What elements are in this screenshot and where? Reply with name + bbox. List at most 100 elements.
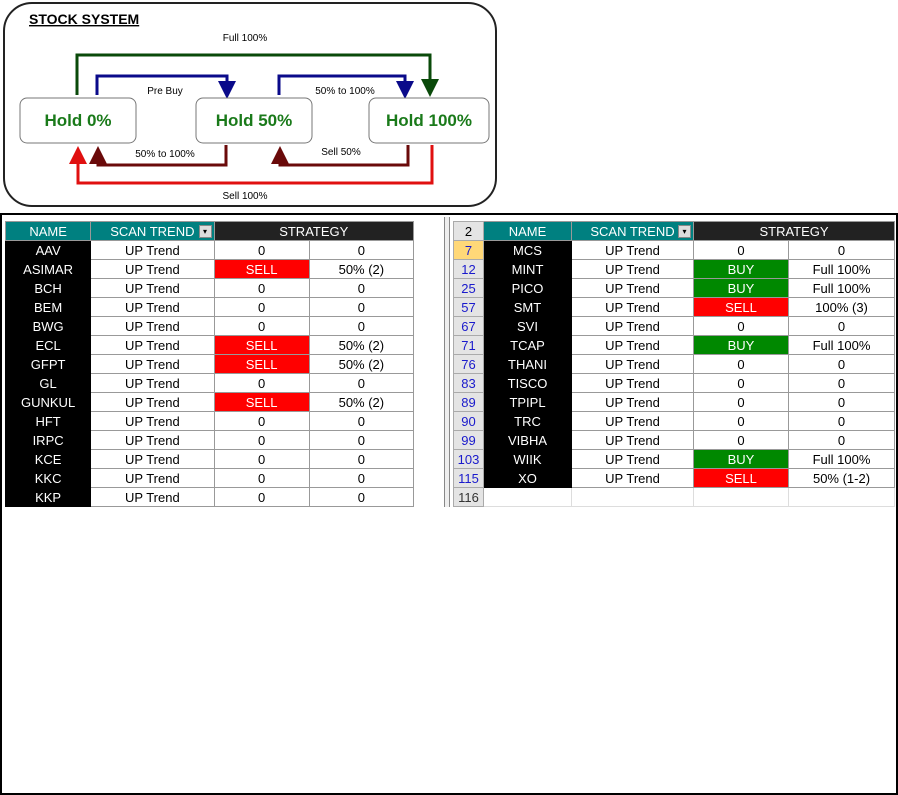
header-name[interactable]: NAME: [483, 221, 572, 241]
strategy-detail-cell[interactable]: 0: [787, 392, 896, 412]
scan-trend-cell[interactable]: UP Trend: [571, 392, 694, 412]
strategy-signal-cell[interactable]: SELL: [213, 354, 310, 374]
stock-name-cell[interactable]: GFPT: [4, 354, 92, 374]
scan-trend-cell[interactable]: UP Trend: [571, 373, 694, 393]
strategy-detail-cell[interactable]: 0: [787, 373, 896, 393]
strategy-detail-cell[interactable]: 0: [787, 354, 896, 374]
empty-cell[interactable]: [787, 487, 896, 507]
strategy-signal-cell[interactable]: 0: [693, 411, 789, 431]
stock-name-cell[interactable]: TISCO: [483, 373, 572, 393]
strategy-detail-cell[interactable]: 0: [787, 411, 896, 431]
strategy-signal-cell[interactable]: 0: [693, 354, 789, 374]
strategy-signal-cell[interactable]: 0: [213, 278, 310, 298]
strategy-signal-cell[interactable]: 0: [213, 411, 310, 431]
stock-name-cell[interactable]: TPIPL: [483, 392, 572, 412]
stock-name-cell[interactable]: GL: [4, 373, 92, 393]
stock-name-cell[interactable]: MINT: [483, 259, 572, 279]
scan-trend-cell[interactable]: UP Trend: [571, 259, 694, 279]
scan-trend-cell[interactable]: UP Trend: [571, 297, 694, 317]
row-number[interactable]: 71: [453, 335, 484, 355]
scan-trend-cell[interactable]: UP Trend: [90, 259, 215, 279]
scan-trend-cell[interactable]: UP Trend: [571, 335, 694, 355]
strategy-signal-cell[interactable]: 0: [213, 487, 310, 507]
strategy-signal-cell[interactable]: BUY: [693, 278, 789, 298]
header-scan-trend[interactable]: SCAN TREND ▾: [571, 221, 694, 241]
strategy-detail-cell[interactable]: Full 100%: [787, 335, 896, 355]
row-number[interactable]: 116: [453, 487, 484, 507]
row-number[interactable]: 12: [453, 259, 484, 279]
stock-name-cell[interactable]: VIBHA: [483, 430, 572, 450]
scan-trend-cell[interactable]: UP Trend: [90, 278, 215, 298]
stock-name-cell[interactable]: XO: [483, 468, 572, 488]
strategy-signal-cell[interactable]: SELL: [693, 468, 789, 488]
strategy-detail-cell[interactable]: 0: [308, 411, 415, 431]
stock-name-cell[interactable]: HFT: [4, 411, 92, 431]
scan-trend-cell[interactable]: UP Trend: [571, 316, 694, 336]
strategy-detail-cell[interactable]: 0: [787, 240, 896, 260]
scan-trend-cell[interactable]: UP Trend: [571, 449, 694, 469]
scan-trend-cell[interactable]: UP Trend: [571, 278, 694, 298]
row-number[interactable]: 25: [453, 278, 484, 298]
strategy-detail-cell[interactable]: 0: [787, 316, 896, 336]
scan-trend-cell[interactable]: UP Trend: [90, 354, 215, 374]
filter-dropdown-icon[interactable]: ▾: [198, 225, 212, 238]
stock-name-cell[interactable]: BCH: [4, 278, 92, 298]
strategy-signal-cell[interactable]: SELL: [693, 297, 789, 317]
strategy-detail-cell[interactable]: Full 100%: [787, 259, 896, 279]
strategy-signal-cell[interactable]: SELL: [213, 392, 310, 412]
strategy-detail-cell[interactable]: Full 100%: [787, 278, 896, 298]
row-number[interactable]: 90: [453, 411, 484, 431]
filter-dropdown-icon[interactable]: ▾: [678, 225, 691, 238]
strategy-signal-cell[interactable]: 0: [213, 373, 310, 393]
scan-trend-cell[interactable]: UP Trend: [90, 316, 215, 336]
row-number-header[interactable]: 2: [453, 221, 484, 241]
empty-cell[interactable]: [483, 487, 572, 507]
row-number[interactable]: 7: [453, 240, 484, 260]
strategy-signal-cell[interactable]: 0: [213, 449, 310, 469]
stock-name-cell[interactable]: ECL: [4, 335, 92, 355]
stock-name-cell[interactable]: KKC: [4, 468, 92, 488]
header-strategy[interactable]: STRATEGY: [692, 221, 896, 241]
split-divider[interactable]: [444, 217, 450, 507]
stock-name-cell[interactable]: THANI: [483, 354, 572, 374]
row-number[interactable]: 57: [453, 297, 484, 317]
strategy-detail-cell[interactable]: Full 100%: [787, 449, 896, 469]
strategy-detail-cell[interactable]: 0: [787, 430, 896, 450]
scan-trend-cell[interactable]: UP Trend: [90, 373, 215, 393]
scan-trend-cell[interactable]: UP Trend: [571, 468, 694, 488]
stock-name-cell[interactable]: IRPC: [4, 430, 92, 450]
strategy-detail-cell[interactable]: 0: [308, 430, 415, 450]
strategy-detail-cell[interactable]: 0: [308, 240, 415, 260]
strategy-signal-cell[interactable]: BUY: [693, 335, 789, 355]
scan-trend-cell[interactable]: UP Trend: [90, 487, 215, 507]
strategy-signal-cell[interactable]: 0: [693, 316, 789, 336]
stock-name-cell[interactable]: SMT: [483, 297, 572, 317]
strategy-detail-cell[interactable]: 0: [308, 297, 415, 317]
strategy-signal-cell[interactable]: 0: [693, 240, 789, 260]
strategy-signal-cell[interactable]: SELL: [213, 335, 310, 355]
scan-trend-cell[interactable]: UP Trend: [90, 335, 215, 355]
strategy-signal-cell[interactable]: 0: [213, 240, 310, 260]
strategy-detail-cell[interactable]: 50% (2): [308, 335, 415, 355]
stock-name-cell[interactable]: TRC: [483, 411, 572, 431]
row-number[interactable]: 76: [453, 354, 484, 374]
scan-trend-cell[interactable]: UP Trend: [90, 430, 215, 450]
strategy-signal-cell[interactable]: 0: [693, 373, 789, 393]
strategy-signal-cell[interactable]: BUY: [693, 449, 789, 469]
strategy-detail-cell[interactable]: 0: [308, 487, 415, 507]
strategy-signal-cell[interactable]: 0: [693, 430, 789, 450]
scan-trend-cell[interactable]: UP Trend: [571, 240, 694, 260]
scan-trend-cell[interactable]: UP Trend: [571, 411, 694, 431]
strategy-detail-cell[interactable]: 0: [308, 468, 415, 488]
strategy-detail-cell[interactable]: 100% (3): [787, 297, 896, 317]
header-scan-trend[interactable]: SCAN TREND ▾: [90, 221, 215, 241]
stock-name-cell[interactable]: PICO: [483, 278, 572, 298]
scan-trend-cell[interactable]: UP Trend: [90, 392, 215, 412]
strategy-detail-cell[interactable]: 0: [308, 278, 415, 298]
stock-name-cell[interactable]: WIIK: [483, 449, 572, 469]
stock-name-cell[interactable]: BEM: [4, 297, 92, 317]
scan-trend-cell[interactable]: UP Trend: [90, 449, 215, 469]
strategy-signal-cell[interactable]: 0: [213, 430, 310, 450]
strategy-signal-cell[interactable]: BUY: [693, 259, 789, 279]
stock-name-cell[interactable]: TCAP: [483, 335, 572, 355]
